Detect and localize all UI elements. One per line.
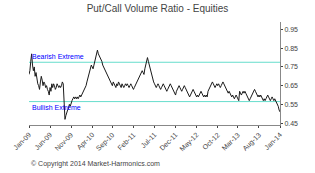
svg-text:0.85: 0.85: [284, 45, 298, 52]
svg-text:Jan-14: Jan-14: [263, 131, 283, 151]
svg-text:Oct-12: Oct-12: [201, 131, 221, 151]
svg-text:© Copyright 2014 Market-Harmon: © Copyright 2014 Market-Harmonics.com: [31, 160, 160, 168]
svg-text:Mar-13: Mar-13: [220, 131, 241, 152]
svg-text:0.55: 0.55: [284, 101, 298, 108]
svg-text:Aug-13: Aug-13: [241, 131, 263, 153]
svg-text:Bearish Extreme: Bearish Extreme: [32, 53, 84, 60]
svg-text:Bullish Extreme: Bullish Extreme: [32, 104, 81, 111]
svg-text:0.75: 0.75: [284, 63, 298, 70]
svg-text:Sep-10: Sep-10: [95, 131, 117, 153]
svg-text:Jun-09: Jun-09: [33, 131, 53, 151]
svg-text:Dec-11: Dec-11: [158, 131, 179, 152]
svg-text:0.45: 0.45: [284, 120, 298, 127]
svg-text:Feb-11: Feb-11: [116, 131, 136, 151]
svg-text:Apr-10: Apr-10: [76, 131, 97, 152]
svg-text:0.65: 0.65: [284, 82, 298, 89]
svg-text:Put/Call Volume Ratio - Equiti: Put/Call Volume Ratio - Equities: [87, 3, 229, 14]
svg-text:0.95: 0.95: [284, 26, 298, 33]
svg-text:Jan-09: Jan-09: [12, 131, 32, 151]
svg-text:Nov-09: Nov-09: [53, 131, 74, 152]
svg-text:Jul-11: Jul-11: [140, 131, 158, 149]
svg-text:May-12: May-12: [178, 131, 200, 153]
